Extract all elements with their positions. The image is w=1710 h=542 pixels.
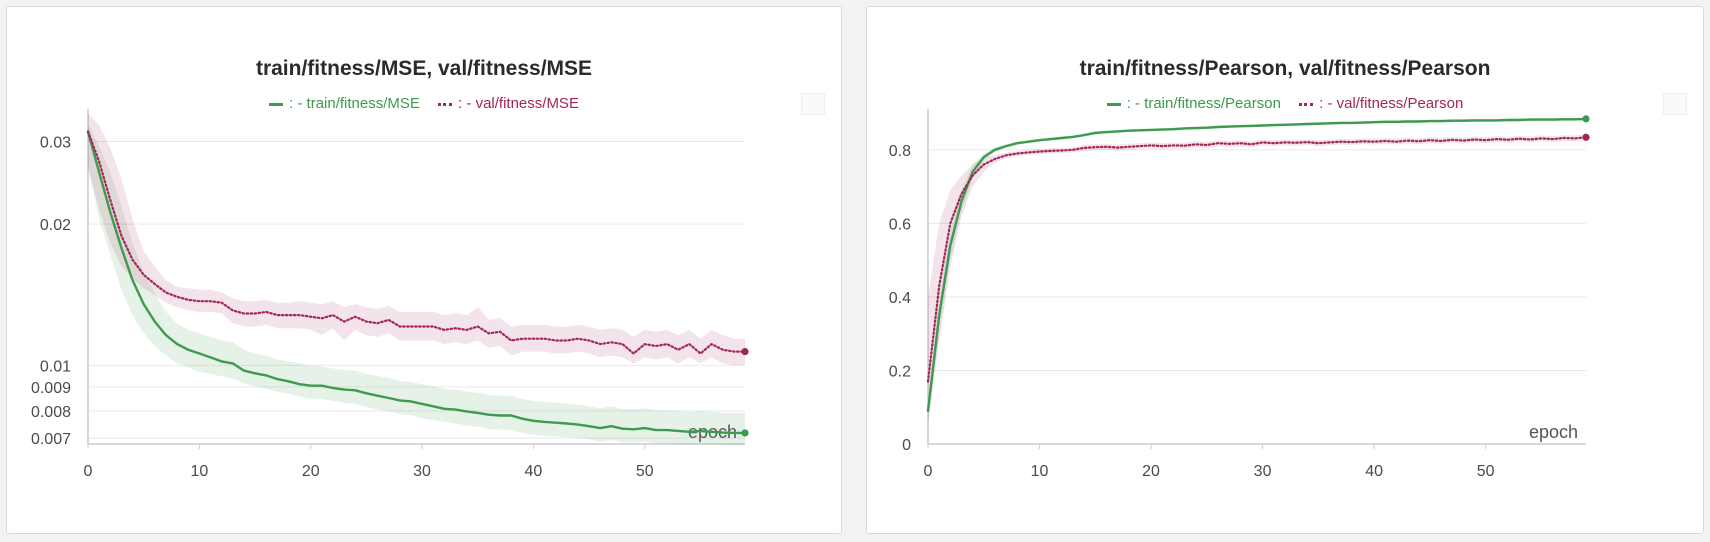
x-tick-label: 10 (190, 463, 208, 480)
legend-label: : - val/fitness/MSE (458, 95, 579, 112)
x-tick-label: 0 (84, 463, 93, 480)
series-band-0 (928, 117, 1586, 422)
x-tick-label: 10 (1031, 463, 1049, 480)
chart-panel-pearson: train/fitness/Pearson, val/fitness/Pears… (866, 6, 1704, 534)
chart-title: train/fitness/MSE, val/fitness/MSE (255, 57, 593, 80)
series-band-0 (88, 123, 745, 446)
chart-title: train/fitness/Pearson, val/fitness/Pears… (1079, 57, 1491, 80)
y-tick-label: 0.007 (31, 431, 71, 448)
legend-label: : - train/fitness/Pearson (1126, 95, 1281, 112)
panel-menu-button[interactable] (1663, 93, 1687, 115)
y-tick-label: 0.02 (40, 217, 71, 234)
series-end-point-0 (741, 429, 749, 437)
y-tick-label: 0.01 (40, 358, 71, 375)
series-end-point-0 (1582, 115, 1590, 123)
y-tick-label: 0.008 (31, 404, 71, 421)
series-end-point-1 (741, 348, 749, 356)
x-tick-label: 0 (924, 463, 933, 480)
y-tick-label: 0.6 (889, 216, 911, 233)
x-tick-label: 30 (413, 463, 431, 480)
series-line-0 (926, 117, 1588, 413)
legend-swatch-solid-icon (1106, 102, 1121, 106)
chart-legend: : - train/fitness/Pearson : - val/fitnes… (867, 95, 1703, 112)
series-band-1 (928, 134, 1586, 426)
y-tick-label: 0.2 (889, 363, 911, 380)
series-band-1 (88, 113, 745, 366)
chart-panel-mse: train/fitness/MSE, val/fitness/MSE : - t… (6, 6, 842, 534)
legend-item-val[interactable]: : - val/fitness/MSE (438, 95, 579, 112)
legend-swatch-solid-icon (269, 102, 284, 106)
chart-legend: : - train/fitness/MSE : - val/fitness/MS… (7, 95, 841, 112)
y-tick-label: 0.8 (889, 143, 911, 160)
legend-item-val[interactable]: : - val/fitness/Pearson (1299, 95, 1463, 112)
plot-area: 0 0.2 0.4 0.6 0.8 0 10 20 30 40 50 epoch (889, 109, 1590, 480)
legend-swatch-dotted-icon (1299, 102, 1314, 106)
series-line-1 (926, 136, 1588, 383)
legend-label: : - train/fitness/MSE (289, 95, 420, 112)
x-tick-label: 20 (302, 463, 320, 480)
series-line-1 (86, 130, 747, 355)
x-axis-label: epoch (1529, 422, 1578, 442)
y-tick-label: 0.4 (889, 290, 911, 307)
legend-swatch-dotted-icon (438, 102, 453, 106)
x-tick-label: 40 (1365, 463, 1383, 480)
y-tick-label: 0 (902, 437, 911, 454)
x-tick-label: 50 (1477, 463, 1495, 480)
series-line-0 (86, 130, 747, 435)
legend-item-train[interactable]: : - train/fitness/Pearson (1106, 95, 1281, 112)
x-tick-label: 20 (1142, 463, 1160, 480)
x-tick-label: 40 (525, 463, 543, 480)
y-tick-label: 0.03 (40, 134, 71, 151)
panel-menu-button[interactable] (801, 93, 825, 115)
x-tick-label: 50 (636, 463, 654, 480)
y-tick-label: 0.009 (31, 380, 71, 397)
legend-label: : - val/fitness/Pearson (1319, 95, 1464, 112)
legend-item-train[interactable]: : - train/fitness/MSE (269, 95, 420, 112)
x-tick-label: 30 (1254, 463, 1272, 480)
series-end-point-1 (1582, 133, 1590, 141)
